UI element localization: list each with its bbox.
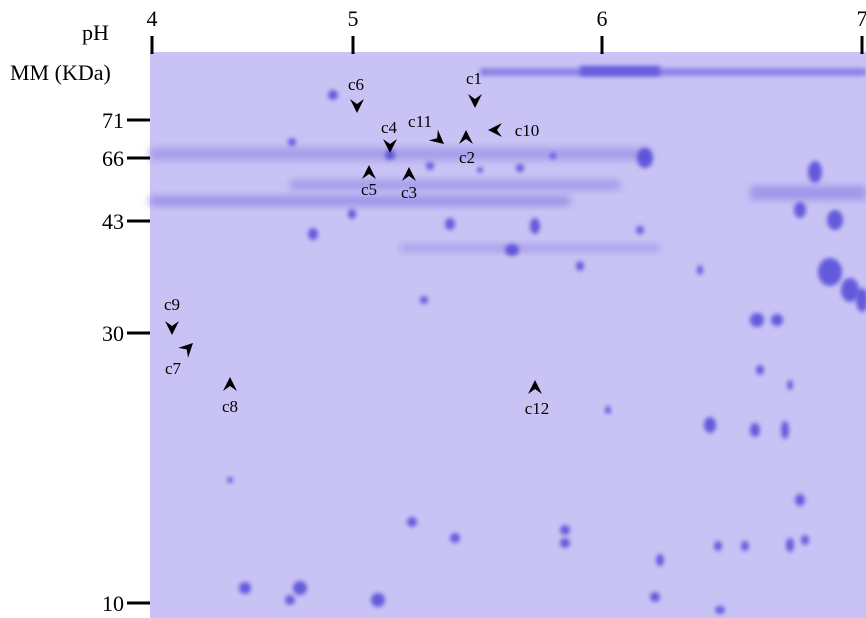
protein-spot: [786, 538, 794, 552]
streak: [290, 180, 620, 190]
arrowhead: [528, 380, 542, 394]
mm-tick-label: 71: [102, 108, 124, 133]
spot-label: c11: [408, 112, 432, 131]
protein-spot: [605, 406, 611, 414]
protein-spot: [741, 541, 749, 551]
protein-spot: [697, 265, 703, 275]
protein-spot: [450, 533, 460, 543]
protein-spot: [288, 138, 296, 146]
arrowhead: [402, 167, 416, 181]
gel: [150, 52, 866, 618]
ph-tick-label: 6: [597, 6, 608, 31]
protein-spot: [650, 592, 660, 602]
protein-spot: [420, 296, 428, 304]
mm-axis-title: MM (KDa): [10, 60, 111, 85]
mm-tick-label: 30: [102, 321, 124, 346]
protein-spot: [808, 161, 822, 183]
protein-spot: [781, 421, 789, 439]
arrowhead: [459, 130, 473, 144]
protein-spot: [714, 541, 722, 551]
streak: [480, 68, 866, 76]
protein-spot: [827, 210, 843, 230]
protein-spot: [477, 167, 483, 173]
arrowhead: [178, 343, 193, 358]
protein-spot: [285, 595, 295, 605]
spot-label: c12: [525, 399, 550, 418]
arrowhead: [165, 321, 179, 335]
protein-spot: [787, 380, 793, 390]
streak: [400, 244, 660, 252]
arrowhead: [362, 165, 376, 179]
protein-spot: [637, 148, 653, 168]
protein-spot: [560, 538, 570, 548]
protein-spot: [750, 313, 764, 327]
spot-label: c10: [515, 121, 540, 140]
mm-tick-label: 10: [102, 591, 124, 616]
gel-features: [150, 66, 866, 614]
ph-tick-label: 4: [147, 6, 158, 31]
protein-spot: [795, 494, 805, 506]
mm-tick-label: 66: [102, 146, 124, 171]
spot-label: c2: [459, 148, 475, 167]
protein-spot: [239, 582, 251, 594]
spot-label: c8: [222, 397, 238, 416]
protein-spot: [794, 202, 806, 218]
protein-spot: [715, 606, 725, 614]
protein-spot: [227, 477, 233, 483]
protein-spot: [293, 581, 307, 595]
mm-tick-label: 43: [102, 209, 124, 234]
protein-spot: [530, 218, 540, 234]
axes: pH MM (KDa): [10, 20, 111, 85]
arrowhead: [350, 99, 364, 113]
ph-tick-label: 5: [348, 6, 359, 31]
protein-spot: [856, 288, 866, 312]
protein-spot: [385, 150, 395, 160]
protein-spot: [328, 90, 338, 100]
protein-spot: [560, 525, 570, 535]
spot-label: c3: [401, 183, 417, 202]
protein-spot: [818, 258, 842, 286]
protein-spot: [576, 261, 584, 271]
spot-label: c6: [348, 75, 364, 94]
arrowhead: [383, 139, 397, 153]
protein-spot: [636, 226, 644, 234]
spot-label: c7: [165, 359, 182, 378]
protein-spot: [407, 517, 417, 527]
streak: [150, 196, 570, 206]
arrowhead: [468, 94, 482, 108]
protein-spot: [308, 228, 318, 240]
spot-label: c4: [381, 118, 398, 137]
streak: [150, 148, 650, 160]
protein-spot: [841, 278, 859, 302]
protein-spot: [445, 218, 455, 230]
protein-spot: [750, 423, 760, 437]
protein-spot: [656, 554, 664, 566]
spot-label: c5: [361, 180, 377, 199]
spot-label: c9: [164, 295, 180, 314]
ph-tick-label: 7: [857, 6, 866, 31]
protein-spot: [371, 593, 385, 607]
arrowhead: [223, 377, 237, 391]
streak: [750, 186, 866, 200]
protein-spot: [426, 162, 434, 170]
protein-spot: [550, 153, 556, 159]
protein-spot: [516, 164, 524, 172]
arrowhead: [428, 129, 444, 144]
protein-spot: [704, 417, 716, 433]
protein-spot: [348, 209, 356, 219]
spot-label: c1: [466, 69, 482, 88]
ph-axis-title: pH: [82, 20, 109, 45]
arrowhead: [488, 123, 502, 137]
protein-spot: [505, 244, 519, 256]
protein-spot: [756, 365, 764, 375]
streak: [580, 66, 660, 76]
protein-spot: [771, 314, 783, 326]
protein-spot: [801, 535, 809, 545]
